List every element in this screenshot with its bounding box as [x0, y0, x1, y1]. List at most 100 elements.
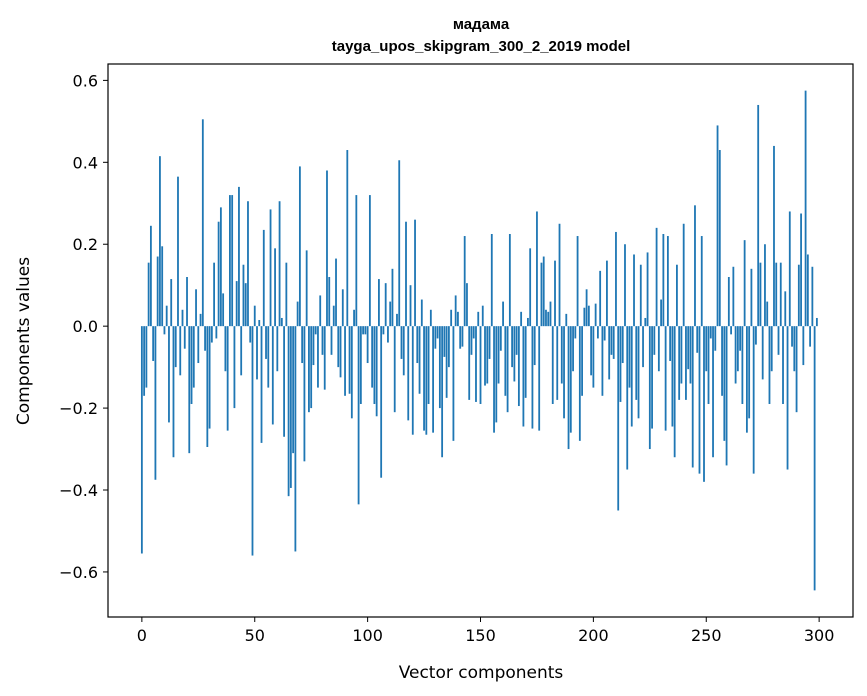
- bar: [434, 326, 437, 349]
- bar: [721, 326, 723, 396]
- bar: [592, 326, 595, 388]
- bar: [373, 326, 376, 404]
- bar: [493, 326, 495, 433]
- bar: [502, 301, 504, 327]
- bar: [251, 326, 254, 556]
- bar: [339, 326, 342, 378]
- bar: [244, 283, 247, 327]
- bar: [468, 326, 471, 400]
- bar: [698, 326, 701, 474]
- bar: [551, 326, 554, 404]
- bar: [298, 166, 301, 327]
- x-tick-label: 200: [578, 626, 609, 645]
- bar: [326, 170, 328, 327]
- bar: [554, 260, 556, 327]
- bar: [233, 326, 236, 409]
- bar: [242, 264, 245, 327]
- bar: [330, 326, 333, 355]
- bar: [454, 295, 457, 327]
- bar: [389, 301, 392, 327]
- bar: [445, 326, 448, 398]
- bar: [335, 258, 337, 327]
- bar: [727, 277, 730, 327]
- bar: [755, 326, 757, 345]
- bar: [522, 326, 525, 427]
- y-axis: −0.6 −0.4 −0.2 0.0 0.2 0.4 0.6: [59, 71, 108, 582]
- bar: [217, 221, 220, 327]
- bar: [495, 326, 498, 423]
- bar: [461, 326, 464, 347]
- bar: [323, 326, 326, 390]
- bar: [231, 195, 234, 327]
- bar: [736, 326, 739, 372]
- bar: [436, 326, 439, 339]
- bar: [238, 186, 240, 327]
- bar: [750, 268, 753, 327]
- bar: [328, 277, 331, 327]
- bar: [757, 104, 760, 327]
- bar: [531, 326, 534, 429]
- bar: [450, 309, 453, 327]
- bar: [508, 234, 511, 327]
- bar: [651, 326, 653, 429]
- bar: [466, 283, 468, 327]
- bar: [140, 326, 143, 554]
- chart-title: мадама: [453, 16, 510, 33]
- bar: [240, 326, 243, 376]
- bar: [154, 326, 157, 480]
- bar: [362, 326, 365, 335]
- bar: [513, 326, 516, 382]
- bar: [364, 326, 367, 335]
- bar: [520, 311, 523, 327]
- bar: [621, 326, 624, 364]
- bar: [170, 279, 173, 327]
- bar: [811, 266, 814, 327]
- bar: [357, 326, 360, 505]
- bar: [165, 305, 168, 327]
- bar: [764, 244, 766, 327]
- bar: [536, 211, 538, 327]
- bar: [646, 252, 649, 327]
- bar: [486, 326, 489, 384]
- bar: [630, 326, 633, 427]
- bar: [274, 248, 276, 327]
- bar: [739, 326, 742, 351]
- bar: [429, 309, 432, 327]
- bar: [542, 256, 545, 327]
- bar: [601, 326, 604, 396]
- bar: [626, 326, 629, 470]
- bar: [481, 305, 484, 327]
- bar: [642, 326, 644, 368]
- bar: [463, 236, 466, 327]
- bar: [472, 326, 475, 339]
- bar: [590, 326, 593, 376]
- bar: [540, 262, 543, 327]
- bar: [206, 326, 209, 447]
- bar: [337, 326, 340, 368]
- bar: [271, 326, 274, 425]
- bar: [260, 326, 263, 443]
- bar: [583, 307, 586, 327]
- bar: [265, 326, 267, 359]
- bar: [366, 326, 369, 364]
- x-tick-label: 150: [465, 626, 496, 645]
- x-tick-label: 100: [352, 626, 383, 645]
- bar: [791, 326, 793, 347]
- bar: [730, 326, 732, 335]
- bar: [560, 326, 563, 384]
- bar: [689, 326, 692, 384]
- bar: [666, 236, 669, 327]
- bar: [411, 326, 414, 435]
- bar: [186, 277, 188, 327]
- bar: [615, 231, 617, 327]
- bar: [416, 326, 419, 364]
- bar: [565, 313, 568, 327]
- bar: [267, 326, 270, 388]
- bar: [287, 326, 290, 497]
- bar: [276, 326, 279, 372]
- bar: [199, 313, 202, 327]
- bar: [210, 326, 213, 343]
- bar: [163, 326, 166, 335]
- bar: [235, 281, 238, 327]
